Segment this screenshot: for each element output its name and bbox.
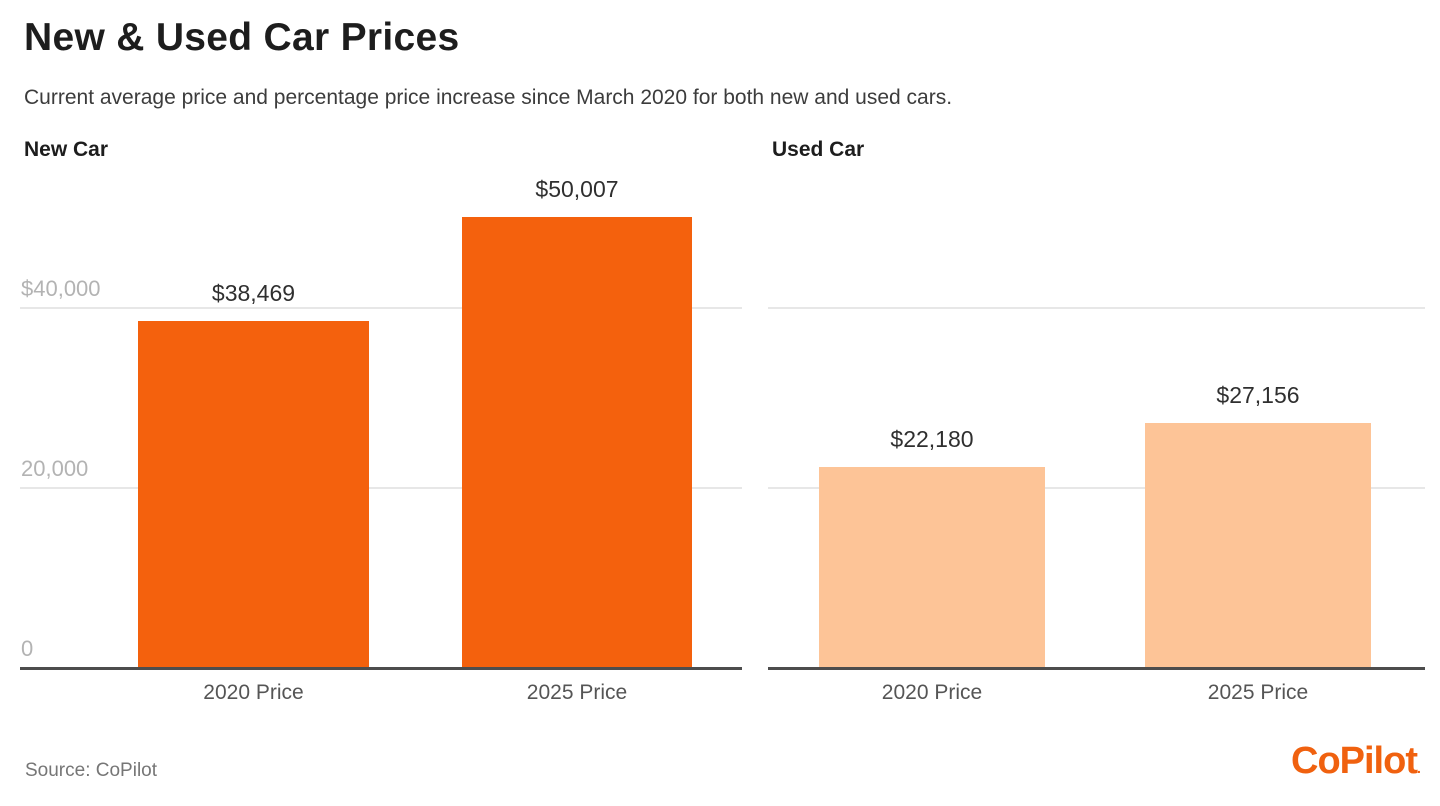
gridline: [768, 487, 1425, 489]
gridline: [768, 307, 1425, 309]
used-car-plot-area: $22,180 2020 Price $27,156 2025 Price: [768, 136, 1425, 726]
bar-value-label: $50,007: [535, 175, 619, 202]
x-axis-baseline: [768, 667, 1425, 670]
used-car-chart: Used Car $22,180 2020 Price $27,156 2025 Pr…: [768, 136, 1425, 726]
bar-value-label: $38,469: [211, 279, 296, 306]
copilot-logo-text: CoPilot: [1291, 740, 1418, 782]
page-title: New & Used Car Prices: [24, 16, 460, 59]
new-car-plot-area: 0 20,000 $40,000 $38,469 2020 Price $50,007 20…: [20, 136, 742, 726]
copilot-logo: CoPilot.: [1291, 740, 1421, 782]
bar-value-label: $27,156: [1216, 381, 1300, 408]
y-tick-label: 20,000: [21, 456, 89, 481]
page-subtitle: Current average price and percentage pri…: [24, 86, 953, 109]
y-tick-label: $40,000: [21, 276, 101, 301]
bar-2020-price: [138, 320, 369, 669]
copilot-logo-trademark-dot: .: [1416, 760, 1421, 776]
bar-2025-price: [1145, 422, 1371, 669]
bar-value-label: $22,180: [890, 426, 974, 453]
gridline: [20, 307, 742, 309]
x-tick-label: 2020 Price: [881, 681, 983, 704]
x-axis-baseline: [20, 667, 742, 670]
bar-2025-price: [462, 216, 692, 669]
new-car-chart: New Car 0 20,000 $40,000 $38,469 2020 Price $…: [20, 136, 742, 726]
source-note: Source: CoPilot: [25, 760, 158, 781]
chart-title-used-car: Used Car: [772, 138, 865, 161]
x-tick-label: 2025 Price: [526, 681, 628, 704]
chart-title-new-car: New Car: [24, 138, 109, 161]
x-tick-label: 2020 Price: [203, 681, 304, 704]
y-tick-label: 0: [21, 636, 34, 661]
bar-2020-price: [819, 467, 1045, 669]
x-tick-label: 2025 Price: [1207, 681, 1309, 704]
gridline: [20, 487, 742, 489]
